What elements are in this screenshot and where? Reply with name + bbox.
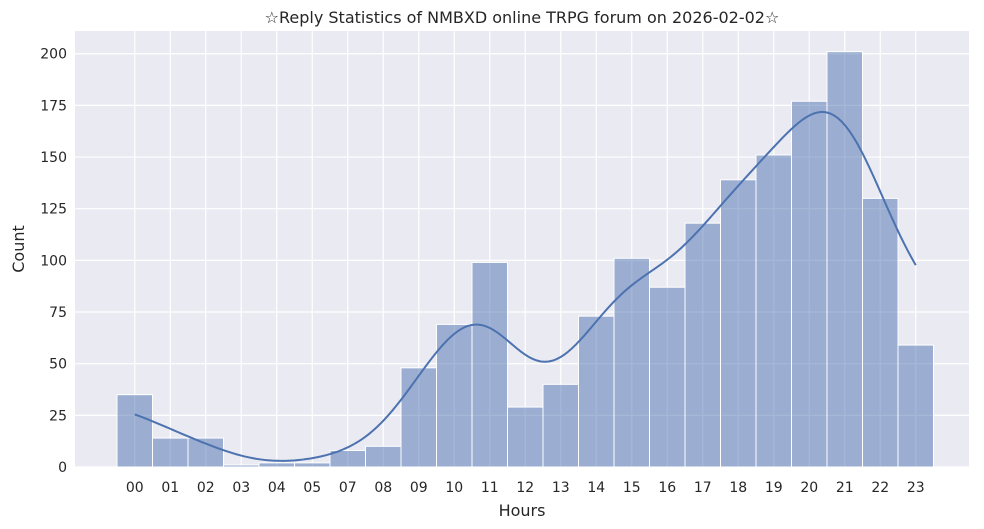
x-tick-label: 10 <box>445 480 463 496</box>
x-tick-label: 05 <box>303 480 321 496</box>
y-tick-labels: 0 25 50 75 100 125 150 175 200 <box>40 47 67 476</box>
bar-11 <box>471 261 508 468</box>
y-axis-label: Count <box>9 225 28 273</box>
kde-line <box>134 110 917 462</box>
y-tick-label: 25 <box>49 408 67 424</box>
y-tick-label: 200 <box>40 47 67 63</box>
x-tick-label: 09 <box>410 480 428 496</box>
x-axis-label: Hours <box>499 501 546 520</box>
x-tick-label: 11 <box>481 480 499 496</box>
bars <box>116 51 934 468</box>
chart-title: ☆Reply Statistics of NMBXD online TRPG f… <box>265 8 780 27</box>
bar-00 <box>116 394 153 468</box>
x-tick-label: 13 <box>552 480 570 496</box>
bar-16 <box>649 286 686 468</box>
bar-23 <box>897 344 934 468</box>
x-tick-label: 18 <box>729 480 747 496</box>
x-tick-label: 03 <box>232 480 250 496</box>
bar-20 <box>791 100 828 468</box>
bar-01 <box>152 437 189 468</box>
bar-03 <box>223 464 260 468</box>
bar-09 <box>400 367 437 468</box>
bar-19 <box>755 154 792 468</box>
x-tick-label: 08 <box>374 480 392 496</box>
x-tick-label: 21 <box>836 480 854 496</box>
bar-05 <box>294 462 331 468</box>
bar-10 <box>436 323 473 468</box>
bar-18 <box>720 179 757 468</box>
x-tick-label: 00 <box>126 480 144 496</box>
x-tick-label: 14 <box>587 480 605 496</box>
y-tick-label: 175 <box>40 98 67 114</box>
y-tick-label: 100 <box>40 253 67 269</box>
x-tick-label: 16 <box>658 480 676 496</box>
x-tick-label: 04 <box>268 480 286 496</box>
x-tick-label: 07 <box>339 480 357 496</box>
y-tick-label: 0 <box>58 460 67 476</box>
y-tick-label: 50 <box>49 357 67 373</box>
x-tick-label: 02 <box>197 480 215 496</box>
x-tick-label: 17 <box>694 480 712 496</box>
bar-02 <box>187 437 224 468</box>
x-tick-label: 12 <box>516 480 534 496</box>
bar-13 <box>542 383 579 468</box>
bar-22 <box>862 197 899 468</box>
x-tick-label: 22 <box>871 480 889 496</box>
x-tick-labels: 00 01 02 03 04 05 07 08 09 10 11 12 13 14 15 16 17 18 19 20… <box>126 480 925 496</box>
bar-15 <box>613 257 650 468</box>
y-tick-label: 125 <box>40 202 67 218</box>
bar-17 <box>684 222 721 468</box>
bar-12 <box>507 406 544 468</box>
x-tick-label: 15 <box>623 480 641 496</box>
x-tick-label: 01 <box>161 480 179 496</box>
bar-04 <box>258 462 295 468</box>
y-tick-label: 75 <box>49 305 67 321</box>
x-tick-label: 20 <box>800 480 818 496</box>
bar-14 <box>578 315 615 468</box>
x-tick-label: 23 <box>907 480 925 496</box>
y-tick-label: 150 <box>40 150 67 166</box>
x-tick-label: 19 <box>765 480 783 496</box>
bar-21 <box>826 51 863 468</box>
bar-08 <box>365 445 402 468</box>
